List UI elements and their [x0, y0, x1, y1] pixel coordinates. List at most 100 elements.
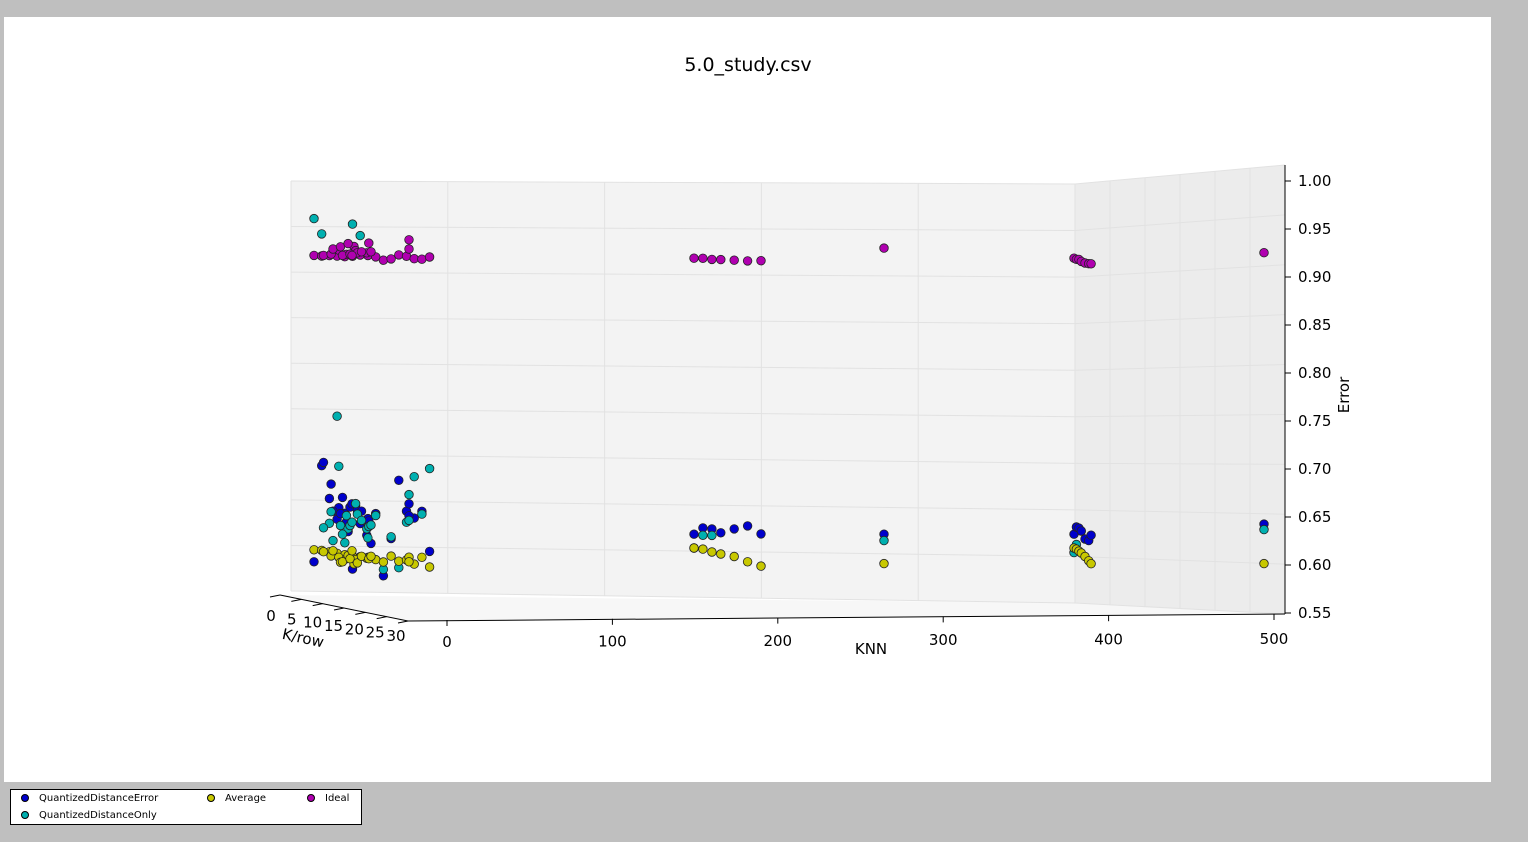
grid-line-z [290, 544, 1076, 557]
data-point [1086, 559, 1096, 569]
data-point [324, 493, 335, 504]
data-point [404, 489, 414, 500]
data-point [334, 461, 344, 472]
data-point [347, 219, 358, 229]
data-point [347, 250, 357, 261]
y-tick-label: 5 [287, 610, 297, 628]
data-point [1086, 259, 1096, 269]
data-point [394, 556, 404, 566]
data-point [417, 509, 427, 519]
data-point [879, 535, 889, 546]
data-point [309, 557, 319, 567]
data-point [356, 515, 367, 526]
legend-label: QuantizedDistanceOnly [39, 809, 157, 821]
data-point [309, 213, 319, 224]
x-axis-line [407, 613, 1286, 622]
tick-labels: 0.55 0.60 0.65 0.70 0.75 0.80 0.85 0.90 0.95 1.00… [266, 172, 1331, 651]
data-point [409, 253, 419, 264]
data-point [417, 552, 427, 563]
data-point [326, 479, 336, 489]
data-point [698, 253, 708, 264]
z-tick-label: 0.60 [1298, 556, 1331, 574]
data-point [386, 532, 396, 542]
data-point [404, 235, 414, 245]
legend-item: Average [207, 791, 266, 805]
data-point [689, 253, 699, 263]
legend-item: QuantizedDistanceError [21, 791, 158, 805]
data-point [424, 463, 435, 474]
y-tick-mark [376, 616, 387, 620]
back-pane [291, 181, 1075, 603]
data-point [404, 515, 414, 526]
legend: QuantizedDistanceError QuantizedDistanceO… [10, 789, 362, 825]
data-point [729, 551, 739, 562]
data-point [404, 499, 414, 509]
y-tick-mark [333, 607, 345, 611]
grid-line-z [290, 271, 1076, 278]
floor-pane [280, 595, 1285, 621]
y-tick-mark [397, 620, 409, 624]
data-point [341, 510, 352, 521]
data-point [424, 252, 435, 262]
y-tick-label: 25 [366, 624, 385, 642]
data-point [1259, 558, 1269, 569]
legend-marker [307, 794, 315, 802]
legend-label: Ideal [325, 792, 350, 804]
data-point [394, 250, 404, 260]
grid-line-z [290, 226, 1076, 232]
data-point [394, 475, 404, 486]
data-point [707, 254, 717, 265]
legend-label: QuantizedDistanceError [39, 792, 159, 804]
y-tick-label: 0 [266, 607, 276, 625]
y-tick-label: 15 [324, 617, 343, 635]
data-point [332, 411, 342, 421]
data-point [756, 255, 766, 266]
y-tick-label: 10 [303, 614, 322, 632]
data-point [404, 557, 414, 567]
data-point [729, 255, 739, 265]
data-point [309, 250, 319, 261]
data-point [328, 535, 338, 546]
y-tick-label: 30 [386, 627, 405, 645]
data-points [309, 213, 1269, 581]
data-point [366, 520, 376, 530]
data-point [1259, 524, 1269, 535]
x-tick-label: 0 [442, 633, 452, 651]
grid-line-z [290, 408, 1076, 418]
z-tick-label: 0.55 [1298, 604, 1331, 622]
z-tick-label: 0.70 [1298, 460, 1331, 478]
data-point [371, 510, 381, 521]
data-point [409, 472, 419, 482]
data-point [347, 517, 357, 527]
z-tick-label: 0.65 [1298, 508, 1331, 526]
data-point [378, 557, 389, 567]
grid-line-z [290, 499, 1076, 511]
data-point [1086, 530, 1096, 540]
grid-line-z [290, 590, 1076, 604]
data-point [363, 533, 373, 543]
data-point [309, 545, 319, 555]
data-point [326, 507, 336, 517]
data-point [386, 254, 396, 264]
data-point [318, 457, 329, 468]
y-tick-label: 20 [345, 620, 364, 638]
legend-item: Ideal [307, 791, 349, 805]
data-point [742, 256, 753, 266]
legend-marker [21, 811, 29, 819]
data-point [343, 238, 353, 249]
data-point [364, 238, 374, 248]
z-tick-label: 0.75 [1298, 412, 1331, 430]
data-point [417, 254, 427, 264]
data-point [879, 243, 889, 253]
data-point [689, 543, 699, 553]
data-point [352, 558, 363, 568]
z-axis-label: Error [1335, 376, 1353, 413]
grid-line-z [290, 362, 1076, 371]
data-point [756, 561, 766, 571]
data-point [366, 247, 376, 257]
data-point [424, 562, 435, 572]
x-tick-label: 500 [1260, 630, 1289, 648]
chart-title: 5.0_study.csv [684, 54, 811, 76]
data-point [716, 549, 726, 559]
x-tick-label: 300 [929, 631, 958, 649]
